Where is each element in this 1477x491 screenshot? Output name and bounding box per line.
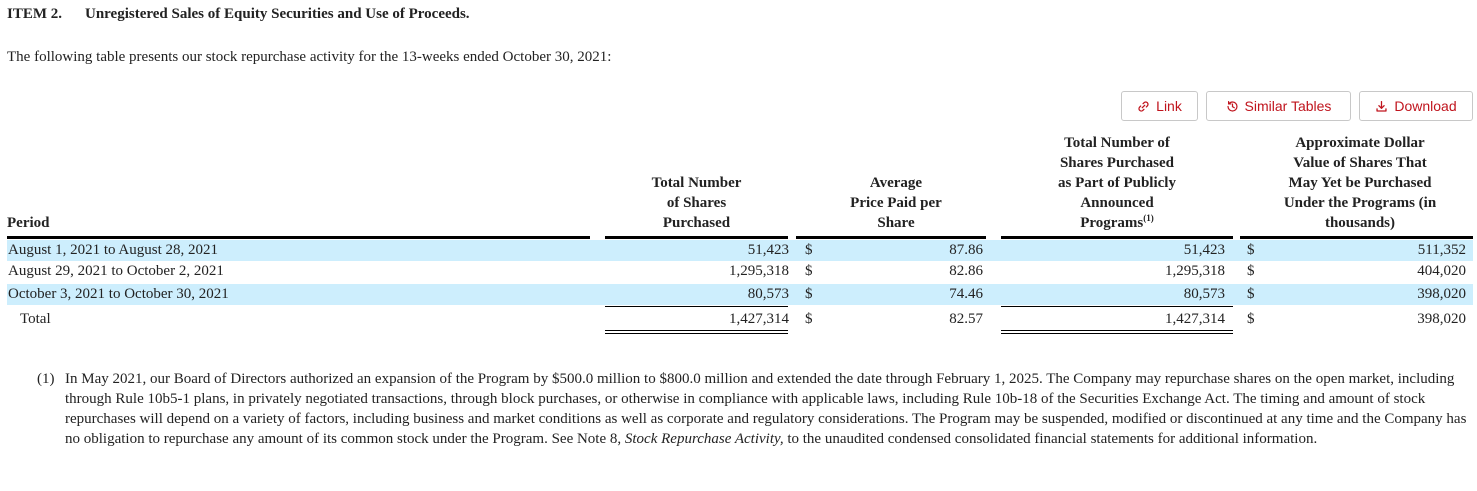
- section-heading: ITEM 2. Unregistered Sales of Equity Secu…: [7, 6, 470, 23]
- download-button-label: Download: [1394, 98, 1457, 114]
- total-double-rule-shares-top: [605, 330, 788, 331]
- download-button[interactable]: Download: [1359, 91, 1473, 121]
- header-rule-period: [7, 236, 590, 239]
- table-row: August 29, 2021 to October 2, 2021 1,295…: [8, 263, 1466, 279]
- total-double-rule-programs-bottom: [1001, 333, 1233, 334]
- history-icon: [1226, 100, 1238, 112]
- header-average-price: Average Price Paid per Share: [850, 175, 942, 231]
- header-rule-average-price: [796, 236, 986, 239]
- item-title: Unregistered Sales of Equity Securities …: [85, 6, 470, 22]
- header-approx-value: Approximate Dollar Value of Shares That …: [1283, 135, 1437, 231]
- similar-tables-label: Similar Tables: [1244, 98, 1332, 114]
- download-icon: [1376, 100, 1387, 112]
- header-public-programs: Total Number of Shares Purchased as Part…: [1058, 135, 1176, 231]
- subtotal-rule-total-shares: [605, 306, 788, 307]
- footnote-ref: (1): [1143, 213, 1154, 223]
- subtotal-rule-public-programs: [1001, 306, 1233, 307]
- table-row-total: Total 1,427,314 $ 82.57 1,427,314 $ 398,…: [20, 311, 1466, 327]
- link-button-label: Link: [1156, 98, 1182, 114]
- similar-tables-button[interactable]: Similar Tables: [1206, 91, 1351, 121]
- link-button[interactable]: Link: [1121, 91, 1198, 121]
- table-row: August 1, 2021 to August 28, 2021 51,423…: [7, 240, 1473, 261]
- header-rule-total-shares: [605, 236, 788, 239]
- footnote-number: (1): [37, 371, 55, 387]
- link-icon: [1138, 100, 1149, 112]
- item-number: ITEM 2.: [7, 6, 63, 22]
- footnote-text: In May 2021, our Board of Directors auth…: [65, 371, 1467, 447]
- table-row: October 3, 2021 to October 30, 2021 80,5…: [7, 284, 1473, 305]
- intro-text: The following table presents our stock r…: [7, 49, 612, 65]
- footnote: (1) In May 2021, our Board of Directors …: [37, 369, 1467, 449]
- header-rule-approx-value: [1240, 236, 1473, 239]
- header-rule-public-programs: [1001, 236, 1233, 239]
- header-period: Period: [7, 215, 50, 231]
- total-double-rule-shares-bottom: [605, 333, 788, 334]
- header-total-shares: Total Number of Shares Purchased: [651, 175, 742, 231]
- total-double-rule-programs-top: [1001, 330, 1233, 331]
